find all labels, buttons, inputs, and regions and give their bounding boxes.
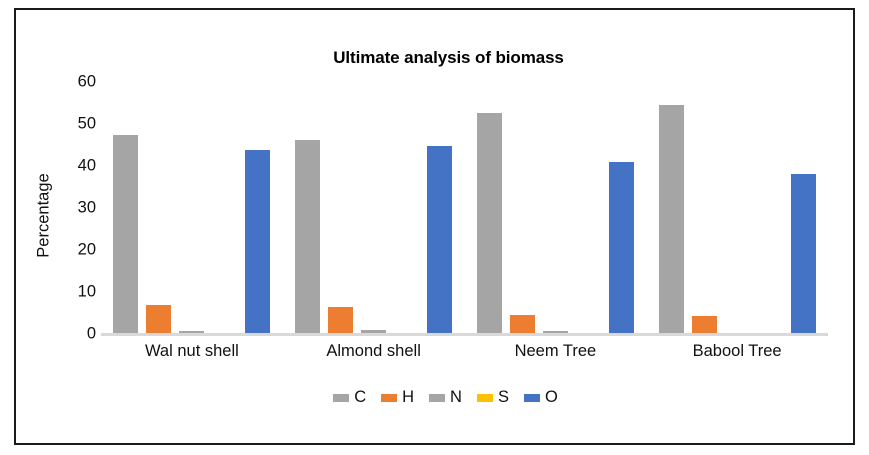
legend-item-o[interactable]: O — [523, 388, 558, 407]
category-label: Babool Tree — [692, 342, 782, 360]
legend-swatch-icon — [476, 393, 493, 402]
legend-label: S — [497, 388, 509, 406]
y-axis-title: Percentage — [34, 173, 53, 258]
bar-slot — [113, 82, 139, 334]
y-tick-label: 20 — [77, 240, 96, 259]
y-axis-tick-labels: 60 50 40 30 20 10 0 — [54, 73, 96, 343]
bar-slot — [608, 82, 634, 334]
legend-item-n[interactable]: N — [429, 388, 462, 407]
y-tick-label: 0 — [86, 324, 96, 343]
bar-slot — [146, 82, 172, 334]
legend-item-h[interactable]: H — [381, 388, 414, 407]
bar-slot — [509, 82, 535, 334]
y-tick-label: 10 — [77, 282, 96, 301]
bar-n[interactable] — [179, 330, 205, 334]
bar-slot — [328, 82, 354, 334]
bar-group — [646, 82, 828, 334]
bar-slot — [542, 82, 568, 334]
x-axis-line — [101, 333, 828, 336]
bar-h[interactable] — [146, 305, 172, 334]
bar-slot — [790, 82, 816, 334]
legend-label: H — [402, 388, 415, 406]
bar-o[interactable] — [790, 174, 816, 334]
legend-label: N — [450, 388, 462, 406]
bar-slot — [758, 82, 783, 334]
bar-group — [465, 82, 647, 334]
y-tick-label: 50 — [77, 114, 96, 133]
legend-item-s[interactable]: S — [476, 388, 509, 407]
legend-label: O — [544, 388, 558, 406]
legend-item-c[interactable]: C — [333, 388, 366, 407]
bar-slot — [476, 82, 502, 334]
bar-group — [101, 82, 283, 334]
legend-swatch-icon — [523, 393, 540, 402]
legend-swatch-icon — [381, 393, 398, 402]
bar-slot — [295, 82, 321, 334]
bar-slot — [427, 82, 453, 334]
category-label: Neem Tree — [514, 342, 597, 360]
legend-swatch-icon — [429, 393, 446, 402]
x-axis-category-labels: Wal nut shell Almond shell Neem Tree Babool… — [101, 342, 828, 370]
bar-slot — [658, 82, 684, 334]
bar-slot — [212, 82, 238, 334]
bar-c[interactable] — [295, 139, 321, 334]
bar-slot — [361, 82, 387, 334]
bar-slot — [179, 82, 205, 334]
bar-h[interactable] — [691, 316, 717, 334]
y-tick-label: 40 — [77, 156, 96, 175]
bar-slot — [245, 82, 271, 334]
category-label: Wal nut shell — [144, 342, 239, 360]
bar-h[interactable] — [328, 307, 354, 334]
category-label: Almond shell — [326, 342, 421, 360]
legend-swatch-icon — [333, 393, 350, 402]
bar-o[interactable] — [608, 162, 634, 334]
y-tick-label: 60 — [77, 72, 96, 91]
bar-o[interactable] — [245, 150, 271, 334]
bar-n[interactable] — [542, 331, 568, 334]
bar-h[interactable] — [509, 315, 535, 334]
y-tick-label: 30 — [77, 198, 96, 217]
bar-o[interactable] — [427, 145, 453, 334]
bar-c[interactable] — [658, 105, 684, 334]
bar-c[interactable] — [476, 112, 502, 334]
chart-title: Ultimate analysis of biomass — [333, 48, 564, 67]
bar-c[interactable] — [113, 134, 139, 334]
bar-slot — [394, 82, 419, 334]
bar-group — [283, 82, 465, 334]
bar-slot — [576, 82, 601, 334]
plot-area — [101, 82, 828, 334]
chart-frame: Ultimate analysis of biomass Percentage … — [14, 8, 855, 445]
bar-slot — [725, 82, 750, 334]
bar-slot — [691, 82, 717, 334]
bar-n[interactable] — [361, 330, 387, 334]
legend-label: C — [354, 388, 367, 406]
